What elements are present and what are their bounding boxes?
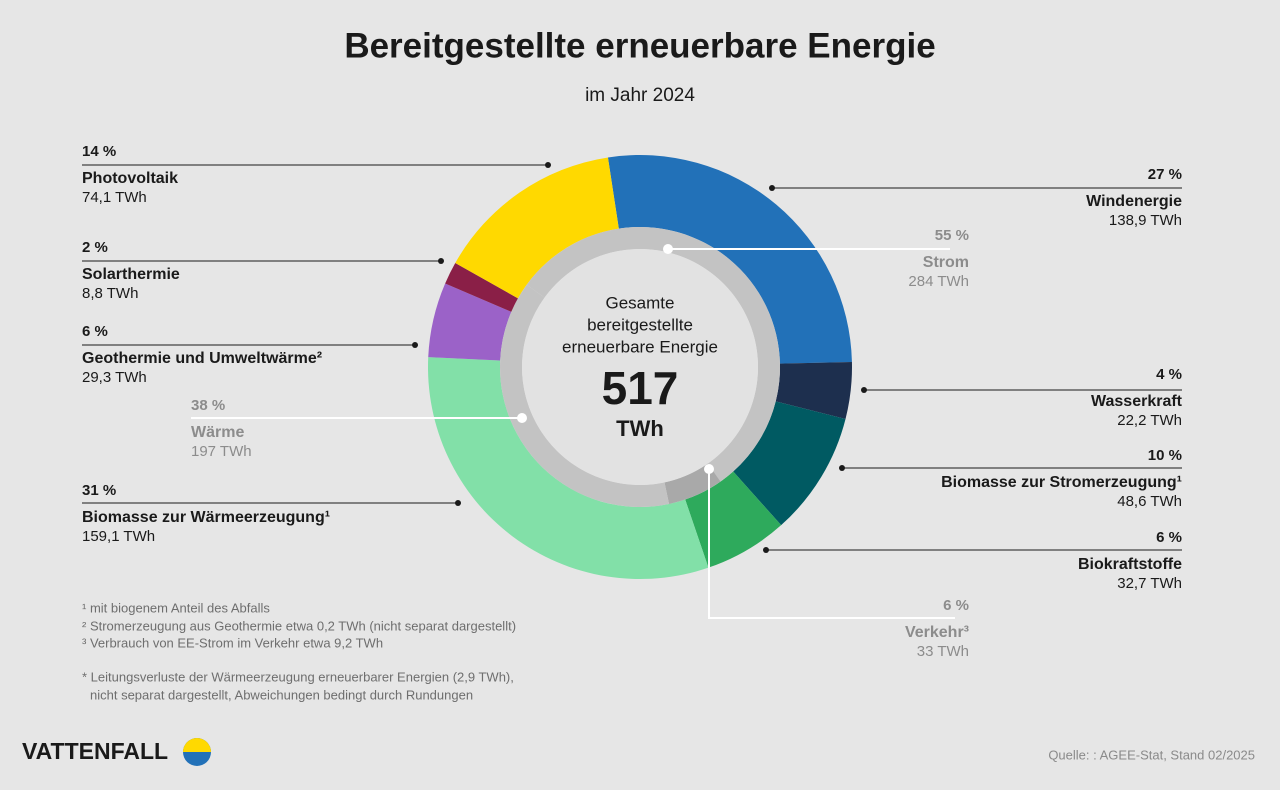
leader-dot	[763, 547, 769, 553]
category-label: Biokraftstoffe	[1078, 556, 1182, 573]
category-label: Strom	[923, 254, 969, 271]
center-label: Gesamte	[606, 293, 675, 312]
share-label: 10 %	[1148, 447, 1182, 464]
footnote: ¹ mit biogenem Anteil des Abfalls	[82, 600, 270, 615]
total-value: 517	[602, 362, 679, 414]
leader-dot	[545, 162, 551, 168]
value-label: 74,1 TWh	[82, 189, 147, 206]
donut-segment	[664, 463, 721, 504]
value-label: 138,9 TWh	[1109, 212, 1182, 229]
category-label: Solarthermie	[82, 266, 180, 283]
value-label: 29,3 TWh	[82, 369, 147, 386]
value-label: 8,8 TWh	[82, 285, 138, 302]
leader-dot	[412, 342, 418, 348]
leader-dot	[861, 387, 867, 393]
share-label: 31 %	[82, 482, 116, 499]
footnote: * Leitungsverluste der Wärmeerzeugung er…	[82, 669, 514, 684]
total-unit: TWh	[616, 416, 664, 441]
donut-segment	[455, 157, 619, 299]
donut-segment	[445, 263, 518, 312]
share-label: 38 %	[191, 397, 225, 414]
share-label: 14 %	[82, 143, 116, 160]
source: Quelle: : AGEE-Stat, Stand 02/2025	[1048, 747, 1255, 762]
center-label: erneuerbare Energie	[562, 337, 718, 356]
leader-dot	[455, 500, 461, 506]
category-label: Wasserkraft	[1091, 393, 1183, 410]
share-label: 4 %	[1156, 366, 1182, 383]
value-label: 197 TWh	[191, 443, 252, 460]
share-label: 6 %	[1156, 529, 1182, 546]
leader-dot	[769, 185, 775, 191]
leader-dot	[663, 244, 673, 254]
category-label: Verkehr³	[905, 624, 969, 641]
category-label: Geothermie und Umweltwärme²	[82, 350, 322, 367]
category-label: Windenergie	[1086, 193, 1182, 210]
logo-mark-top	[183, 738, 211, 752]
leader-dot	[438, 258, 444, 264]
share-label: 2 %	[82, 239, 108, 256]
donut-segment	[607, 155, 852, 364]
leader-line	[708, 469, 955, 619]
share-label: 6 %	[82, 323, 108, 340]
center-disc	[522, 249, 758, 485]
share-label: 55 %	[935, 227, 969, 244]
share-label: 27 %	[1148, 166, 1182, 183]
donut-segment	[499, 284, 670, 507]
category-label: Wärme	[191, 424, 244, 441]
donut-segment	[733, 401, 846, 526]
value-label: 284 TWh	[908, 273, 969, 290]
category-label: Photovoltaik	[82, 170, 178, 187]
chart-title: Bereitgestellte erneuerbare Energie	[344, 26, 935, 65]
value-label: 48,6 TWh	[1117, 493, 1182, 510]
category-label: Biomasse zur Wärmeerzeugung¹	[82, 509, 330, 526]
share-label: 6 %	[943, 597, 969, 614]
donut-segment	[428, 283, 512, 361]
footnote: ³ Verbrauch von EE-Strom im Verkehr etwa…	[82, 635, 383, 650]
donut-segment	[775, 361, 853, 420]
leader-dot	[704, 464, 714, 474]
chart-subtitle: im Jahr 2024	[585, 85, 695, 106]
leader-dot	[517, 413, 527, 423]
footnote: nicht separat dargestellt, Abweichungen …	[90, 687, 473, 702]
category-label: Biomasse zur Stromerzeugung¹	[941, 474, 1182, 491]
value-label: 32,7 TWh	[1117, 575, 1182, 592]
donut-segment	[428, 357, 709, 579]
logo-text: VATTENFALL	[22, 738, 168, 764]
value-label: 159,1 TWh	[82, 528, 155, 545]
leader-dot	[839, 465, 845, 471]
center-label: bereitgestellte	[587, 315, 693, 334]
value-label: 22,2 TWh	[1117, 412, 1182, 429]
value-label: 33 TWh	[917, 643, 969, 660]
footnote: ² Stromerzeugung aus Geothermie etwa 0,2…	[82, 618, 516, 633]
